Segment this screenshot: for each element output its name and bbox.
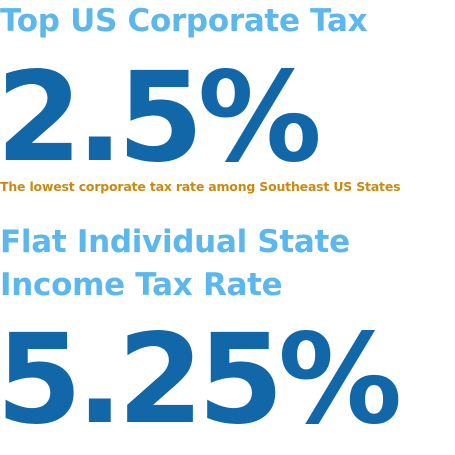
income-tax-value: 5.25% — [0, 308, 402, 452]
corporate-tax-heading: Top US Corporate Tax — [0, 3, 368, 39]
income-tax-heading-line1: Flat Individual State — [0, 224, 350, 260]
income-tax-heading-line2: Income Tax Rate — [0, 267, 283, 303]
corporate-tax-caption: The lowest corporate tax rate among Sout… — [0, 179, 401, 194]
corporate-tax-value: 2.5% — [0, 46, 322, 190]
